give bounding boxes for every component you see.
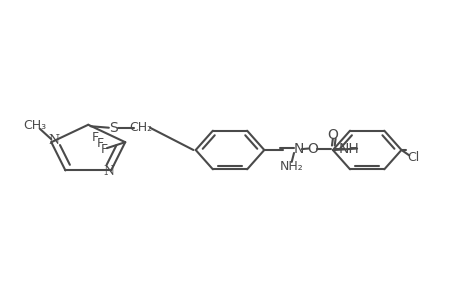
Text: NH: NH: [338, 142, 358, 155]
Text: CH₂: CH₂: [129, 121, 152, 134]
Text: F: F: [92, 131, 99, 144]
Text: O: O: [327, 128, 337, 142]
Text: F: F: [101, 143, 108, 156]
Text: S: S: [109, 121, 118, 135]
Text: O: O: [306, 142, 317, 155]
Text: CH₃: CH₃: [24, 119, 47, 132]
Text: N: N: [293, 142, 303, 155]
Text: Cl: Cl: [407, 151, 419, 164]
Text: N: N: [103, 165, 114, 178]
Text: F: F: [96, 137, 103, 150]
Text: N: N: [48, 134, 59, 147]
Text: NH₂: NH₂: [279, 160, 303, 173]
